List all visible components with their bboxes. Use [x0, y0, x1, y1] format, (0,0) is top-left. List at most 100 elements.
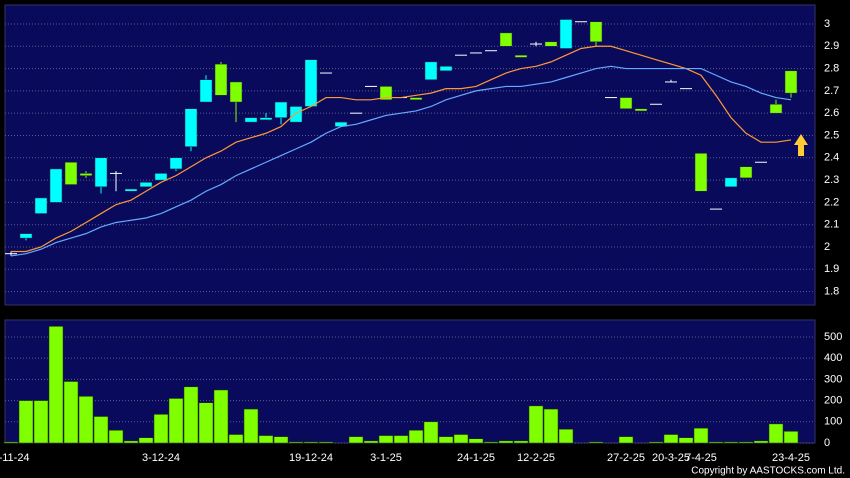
candle-body: [139, 182, 153, 188]
candle-body: [304, 59, 318, 107]
candle-body: [229, 81, 243, 103]
moving-average: [10, 65, 792, 257]
y-tick-label: 0: [824, 437, 830, 449]
volume-bar: [3, 441, 19, 444]
volume-bar: [348, 436, 364, 444]
candle-body: [439, 66, 453, 72]
candle-body: [79, 173, 93, 176]
copyright: Copyright by AASTOCKS.com Ltd.: [691, 466, 845, 477]
volume-bar: [93, 416, 109, 444]
y-tick-label: 2.6: [824, 107, 839, 119]
candle-body: [784, 70, 798, 94]
volume-bar: [303, 441, 319, 444]
candle-body: [514, 54, 528, 58]
x-tick-label: 24-1-25: [457, 452, 495, 464]
x-tick-label: 20-3-25: [652, 452, 690, 464]
candle-body: [289, 106, 303, 123]
x-tick-label: 3-12-24: [142, 452, 180, 464]
candle-body: [19, 233, 33, 239]
x-tick-label: 23-4-25: [772, 452, 810, 464]
volume-bar: [273, 436, 289, 444]
candle-body: [154, 173, 168, 181]
volume-bar: [213, 389, 229, 444]
volume-bar: [153, 414, 169, 444]
volume-bar: [168, 398, 184, 444]
volume-bar: [648, 441, 664, 444]
volume-bar: [183, 386, 199, 444]
volume-bar: [423, 421, 439, 444]
candle-body: [274, 101, 288, 118]
y-tick-label: 2.4: [824, 152, 839, 164]
candle-body: [589, 21, 603, 43]
signal-arrow: [794, 134, 808, 156]
y-tick-label: 2.7: [824, 85, 839, 97]
candle-body: [379, 86, 393, 101]
y-tick-label: 400: [824, 352, 842, 364]
volume-bar: [393, 435, 409, 444]
candle-body: [499, 32, 513, 47]
candle-body: [769, 104, 783, 114]
volume-bar: [63, 381, 79, 444]
volume-bar: [498, 440, 514, 444]
candle-body: [634, 108, 648, 112]
volume-bar: [483, 441, 499, 444]
volume-bar: [378, 435, 394, 444]
y-tick-label: 2.8: [824, 62, 839, 74]
volume-bar: [108, 430, 124, 444]
candle-body: [544, 41, 558, 47]
x-tick-label: 19-12-24: [289, 452, 333, 464]
price-panel: [4, 4, 816, 306]
y-tick-label: 1.8: [824, 286, 839, 298]
candle-body: [244, 117, 258, 123]
volume-bar: [723, 441, 739, 444]
volume-bar: [228, 434, 244, 444]
candle-body: [409, 97, 423, 101]
volume-bar: [513, 440, 529, 444]
x-tick-label: 2-11-24: [0, 452, 30, 464]
candle-body: [64, 161, 78, 185]
volume-bar: [663, 434, 679, 444]
x-tick-label: 27-2-25: [607, 452, 645, 464]
volume-bar: [243, 408, 259, 444]
candle-body: [694, 153, 708, 192]
volume-bar: [123, 440, 139, 444]
volume-bar: [468, 438, 484, 444]
volume-bar: [738, 441, 754, 444]
volume-bar: [18, 400, 34, 444]
y-tick-label: 2.9: [824, 40, 839, 52]
volume-bar: [618, 436, 634, 444]
candle-body: [49, 168, 63, 203]
volume-bar: [588, 441, 604, 444]
volume-bar: [528, 405, 544, 444]
volume-bar: [198, 402, 214, 444]
volume-bar: [363, 440, 379, 444]
candle-body: [724, 177, 738, 188]
candle-body: [199, 79, 213, 103]
volume-bar: [288, 441, 304, 444]
volume-bar: [438, 436, 454, 444]
moving-average: [11, 45, 792, 253]
volume-bar: [693, 427, 709, 444]
y-tick-label: 2: [824, 241, 830, 253]
x-tick-label: 7-4-25: [685, 452, 717, 464]
y-tick-label: 2.2: [824, 196, 839, 208]
candle-body: [739, 166, 753, 179]
candle-body: [169, 157, 183, 170]
volume-bar: [408, 430, 424, 444]
y-tick-label: 500: [824, 331, 842, 343]
volume-bar: [258, 435, 274, 444]
candle-body: [424, 61, 438, 80]
volume-bar: [783, 431, 799, 444]
volume-panel: [4, 319, 816, 444]
x-tick-label: 12-2-25: [517, 452, 555, 464]
x-tick-label: 3-1-25: [370, 452, 402, 464]
candle-body: [259, 117, 273, 121]
y-tick-label: 3: [824, 18, 830, 30]
y-tick-label: 2.1: [824, 219, 839, 231]
y-tick-label: 100: [824, 416, 842, 428]
volume-bar: [753, 440, 769, 444]
volume-bar: [543, 408, 559, 444]
volume-bar: [33, 400, 49, 444]
volume-bar: [48, 326, 64, 444]
